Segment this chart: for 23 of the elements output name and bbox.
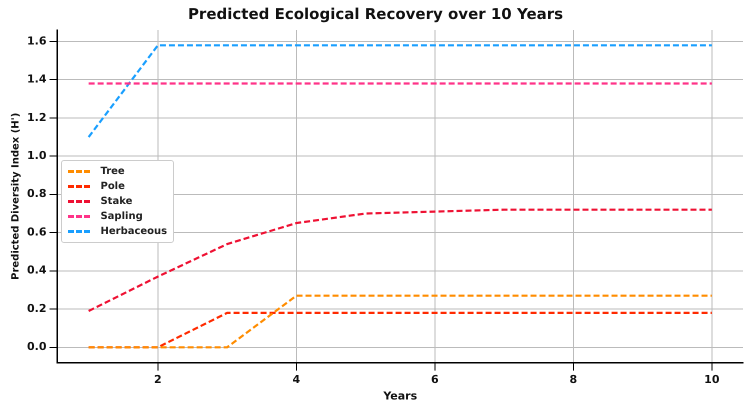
legend-label: Sapling bbox=[100, 210, 143, 222]
chart-title: Predicted Ecological Recovery over 10 Years bbox=[188, 4, 564, 23]
y-tick-label: 1.2 bbox=[26, 110, 46, 124]
y-tick-label: 0.8 bbox=[26, 187, 46, 200]
x-tick-label: 2 bbox=[154, 373, 162, 386]
y-tick-label: 0.2 bbox=[26, 302, 46, 315]
legend-label: Stake bbox=[100, 196, 132, 207]
x-tick-label: 10 bbox=[704, 373, 720, 386]
y-tick-label: 1.4 bbox=[26, 72, 47, 86]
y-tick-label: 1.0 bbox=[26, 149, 47, 162]
x-tick-label: 8 bbox=[570, 373, 578, 386]
legend-label: Pole bbox=[100, 180, 125, 192]
y-tick-label: 0.0 bbox=[26, 340, 47, 354]
y-tick-label: 0.4 bbox=[26, 264, 47, 277]
legend-label: Herbaceous bbox=[100, 226, 168, 237]
y-tick-label: 0.6 bbox=[26, 225, 47, 238]
x-tick-label: 6 bbox=[431, 373, 440, 386]
x-tick-label: 4 bbox=[292, 373, 301, 386]
y-tick-label: 1.6 bbox=[26, 34, 47, 48]
line-series bbox=[88, 208, 713, 312]
x-axis-title: Years bbox=[382, 389, 418, 402]
legend-label: Tree bbox=[100, 166, 125, 177]
y-axis-title: Predicted Diversity Index (H') bbox=[10, 112, 22, 280]
